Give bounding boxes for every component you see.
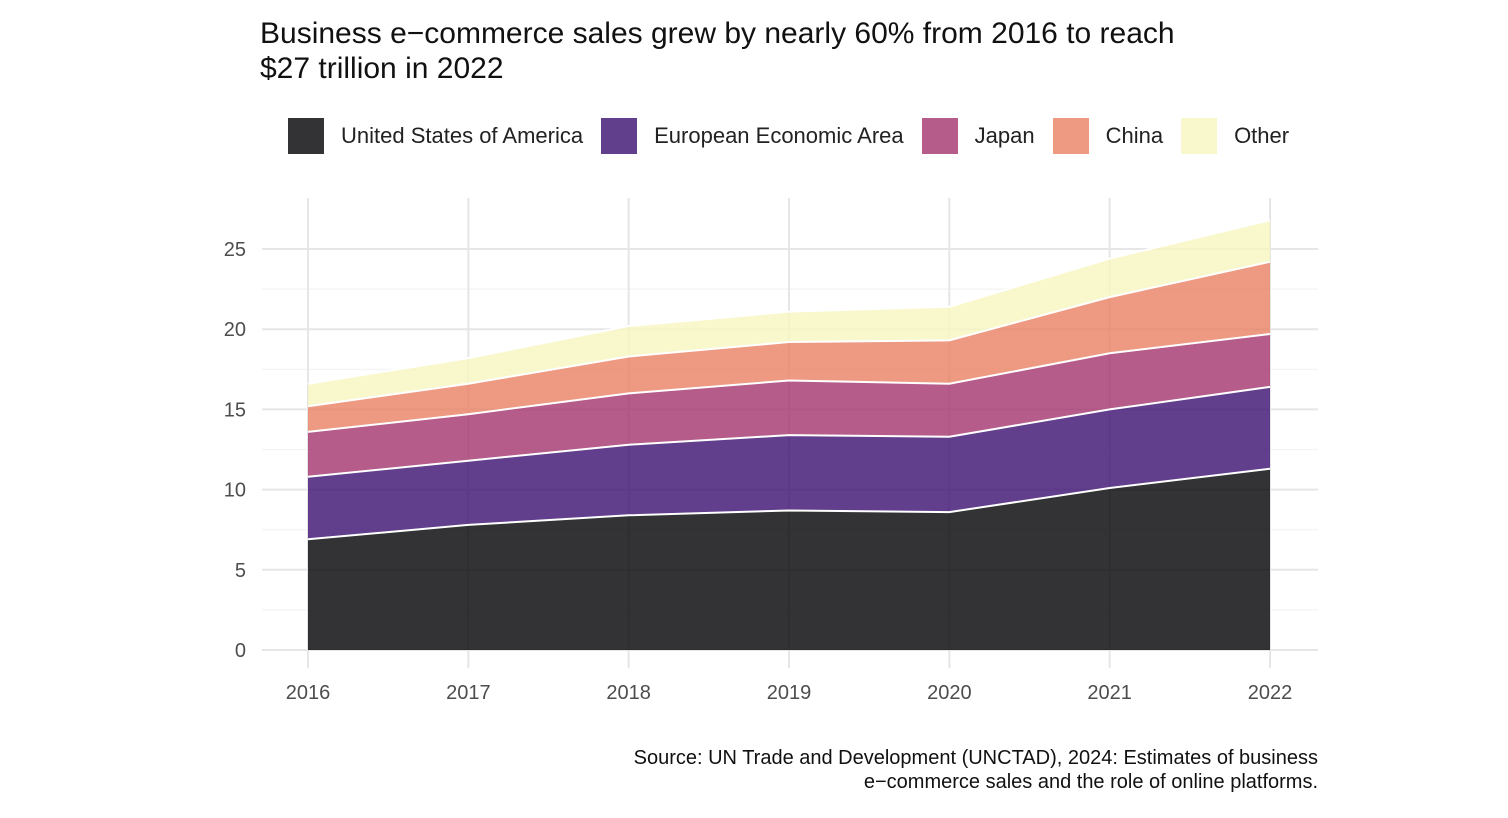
y-tick-label-5: 5	[235, 560, 246, 582]
x-tick-label-2017: 2017	[446, 682, 491, 704]
x-tick-label-2021: 2021	[1087, 682, 1132, 704]
area-boundary-china	[307, 260, 1271, 408]
legend-label-china: China	[1105, 123, 1164, 148]
legend-swatch-eea	[601, 118, 638, 154]
area-japan	[308, 334, 1270, 477]
chart-title-line-1: Business e−commerce sales grew by nearly…	[260, 17, 1175, 50]
y-tick-label-15: 15	[224, 399, 246, 421]
x-tick-label-2019: 2019	[767, 682, 812, 704]
x-tick-label-2018: 2018	[606, 682, 651, 704]
area-boundary-united-states-of-america	[307, 467, 1271, 541]
area-boundary-japan	[307, 333, 1271, 433]
legend-item-japan: Japan	[921, 118, 1035, 154]
chart-title: Business e−commerce sales grew by nearly…	[260, 16, 1260, 86]
chart-title-line-2: $27 trillion in 2022	[260, 52, 504, 85]
area-other	[308, 220, 1270, 407]
area-china	[308, 261, 1270, 432]
legend-swatch-china	[1052, 118, 1089, 154]
legend-item-other: Other	[1181, 118, 1289, 154]
legend-label-japan: Japan	[974, 123, 1035, 148]
area-european-economic-area	[308, 386, 1270, 540]
area-boundary-european-economic-area	[307, 385, 1271, 478]
y-tick-label-10: 10	[224, 480, 246, 502]
x-tick-label-2022: 2022	[1248, 682, 1293, 704]
x-tick-label-2016: 2016	[286, 682, 331, 704]
y-tick-label-20: 20	[224, 319, 246, 341]
legend-label-other: Other	[1234, 123, 1290, 148]
source-line-2: e−commerce sales and the role of online …	[863, 771, 1318, 793]
legend-swatch-usa	[288, 118, 324, 154]
source-note: Source: UN Trade and Development (UNCTAD…	[634, 746, 1318, 794]
y-tick-label-0: 0	[235, 640, 246, 662]
area-united-states-of-america	[308, 468, 1270, 650]
legend-swatch-other	[1181, 118, 1218, 154]
legend-item-usa: United States of America	[288, 118, 583, 154]
legend: United States of America European Econom…	[288, 116, 1307, 156]
legend-item-eea: European Economic Area	[601, 118, 904, 154]
legend-label-eea: European Economic Area	[654, 123, 904, 148]
area-boundary-other	[307, 219, 1271, 385]
y-tick-label-25: 25	[224, 239, 246, 261]
legend-item-china: China	[1052, 118, 1164, 154]
source-line-1: Source: UN Trade and Development (UNCTAD…	[633, 747, 1318, 769]
legend-swatch-japan	[921, 118, 958, 154]
legend-label-usa: United States of America	[341, 123, 584, 148]
x-tick-label-2020: 2020	[927, 682, 972, 704]
